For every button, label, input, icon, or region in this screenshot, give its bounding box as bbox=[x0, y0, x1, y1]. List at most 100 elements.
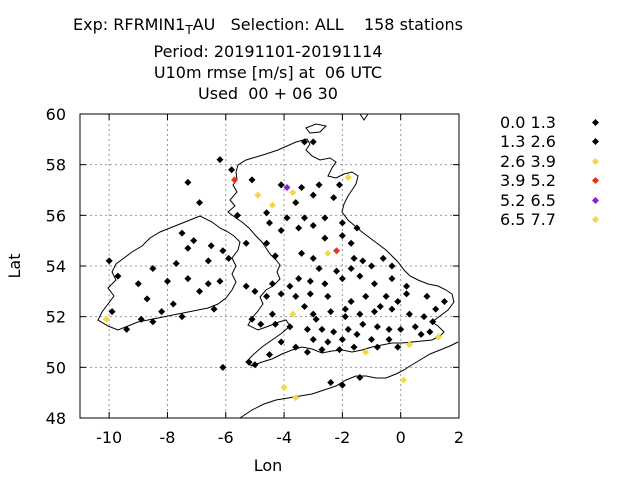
station-marker bbox=[330, 328, 338, 336]
station-marker bbox=[344, 325, 352, 333]
station-marker bbox=[277, 181, 285, 189]
station-marker bbox=[263, 292, 271, 300]
station-marker bbox=[338, 219, 346, 227]
station-marker bbox=[356, 310, 364, 318]
station-marker bbox=[277, 290, 285, 298]
x-tick-label: 0 bbox=[396, 428, 406, 447]
station-marker bbox=[440, 297, 448, 305]
station-marker bbox=[321, 234, 329, 242]
station-marker bbox=[341, 313, 349, 321]
legend-marker bbox=[592, 157, 599, 165]
station-marker bbox=[353, 330, 361, 338]
station-marker bbox=[309, 310, 317, 318]
station-marker bbox=[394, 343, 402, 351]
station-marker bbox=[149, 265, 157, 273]
station-marker bbox=[423, 292, 431, 300]
x-tick-label: -4 bbox=[276, 428, 292, 447]
station-marker bbox=[324, 249, 332, 257]
y-tick-label: 56 bbox=[46, 206, 66, 225]
station-marker bbox=[178, 229, 186, 237]
legend-entry: 0.0 1.3 bbox=[500, 113, 610, 132]
title-exp: Exp: RFRMIN1 bbox=[73, 15, 186, 34]
station-marker bbox=[303, 348, 311, 356]
legend-label: 3.9 5.2 bbox=[500, 171, 556, 191]
station-marker bbox=[233, 211, 241, 219]
station-marker bbox=[335, 181, 343, 189]
station-marker bbox=[242, 282, 250, 290]
station-marker bbox=[204, 257, 212, 265]
plot-title: Exp: RFRMIN1TAU Selection: ALL 158 stati… bbox=[0, 14, 536, 104]
station-marker bbox=[251, 361, 259, 369]
station-marker bbox=[350, 343, 358, 351]
legend-entry: 6.5 7.7 bbox=[500, 210, 610, 229]
station-marker bbox=[309, 191, 317, 199]
x-axis-label: Lon bbox=[254, 456, 283, 475]
y-tick-label: 58 bbox=[46, 156, 66, 175]
station-marker bbox=[134, 280, 142, 288]
station-marker bbox=[196, 199, 204, 207]
station-marker bbox=[321, 280, 329, 288]
axis-ticks: -10 -8 -6 -4 -2 0 2 48 50 52 54 56 58 60 bbox=[46, 105, 464, 447]
station-marker bbox=[306, 277, 314, 285]
station-marker bbox=[283, 183, 291, 191]
station-marker bbox=[277, 338, 285, 346]
station-marker bbox=[184, 178, 192, 186]
title-line-4: Used 00 + 06 30 bbox=[198, 84, 338, 104]
legend-marker bbox=[592, 138, 599, 146]
station-marker bbox=[257, 320, 265, 328]
station-marker bbox=[295, 275, 303, 283]
station-marker bbox=[184, 244, 192, 252]
x-tick-label: 2 bbox=[454, 428, 464, 447]
station-marker bbox=[114, 272, 122, 280]
station-marker bbox=[280, 384, 288, 392]
station-marker bbox=[356, 373, 364, 381]
station-marker bbox=[207, 242, 215, 250]
station-marker bbox=[268, 280, 276, 288]
title-subscript: T bbox=[185, 23, 193, 38]
station-marker bbox=[286, 282, 294, 290]
station-marker bbox=[324, 338, 332, 346]
station-marker bbox=[298, 249, 306, 257]
legend-label: 6.5 7.7 bbox=[500, 209, 556, 229]
station-marker bbox=[338, 335, 346, 343]
station-marker bbox=[403, 290, 411, 298]
y-tick-label: 50 bbox=[46, 358, 66, 377]
station-marker bbox=[216, 156, 224, 164]
legend-label: 2.6 3.9 bbox=[500, 151, 556, 171]
grid-lines bbox=[80, 114, 459, 418]
station-marker bbox=[373, 343, 381, 351]
station-marker bbox=[327, 308, 335, 316]
station-marker bbox=[350, 254, 358, 262]
station-marker bbox=[432, 305, 440, 313]
station-marker bbox=[268, 201, 276, 209]
legend-marker bbox=[592, 177, 599, 185]
station-marker bbox=[105, 257, 113, 265]
station-marker bbox=[263, 209, 271, 217]
station-marker bbox=[228, 166, 236, 174]
station-marker bbox=[353, 224, 361, 232]
station-marker bbox=[169, 300, 177, 308]
station-marker bbox=[309, 138, 317, 146]
legend-entry: 2.6 3.9 bbox=[500, 152, 610, 171]
station-marker bbox=[318, 325, 326, 333]
station-marker bbox=[309, 335, 317, 343]
coastline-ireland bbox=[97, 215, 241, 331]
station-marker bbox=[429, 318, 437, 326]
station-marker bbox=[289, 310, 297, 318]
station-marker bbox=[108, 308, 116, 316]
coastline-orkney bbox=[305, 123, 328, 134]
station-marker bbox=[373, 323, 381, 331]
x-tick-label: -8 bbox=[159, 428, 175, 447]
station-marker bbox=[335, 346, 343, 354]
station-marker bbox=[359, 320, 367, 328]
station-marker bbox=[362, 348, 370, 356]
station-marker bbox=[356, 272, 364, 280]
station-marker bbox=[321, 214, 329, 222]
station-marker bbox=[137, 315, 145, 323]
station-marker bbox=[341, 305, 349, 313]
station-marker bbox=[242, 239, 250, 247]
x-tick-label: -2 bbox=[334, 428, 350, 447]
legend-label: 5.2 6.5 bbox=[500, 190, 556, 210]
legend-entry: 1.3 2.6 bbox=[500, 132, 610, 151]
legend-label: 0.0 1.3 bbox=[500, 113, 556, 132]
